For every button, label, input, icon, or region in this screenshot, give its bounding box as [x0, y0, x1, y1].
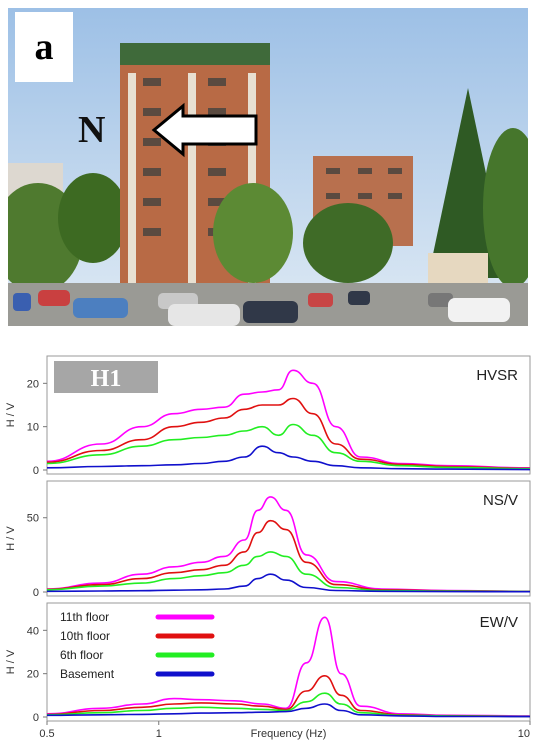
y-tick-label: 20 — [27, 669, 39, 681]
chart-panel-2: 0 20 40 H / V EW/V 11th floor 10th floor 6th fl… — [5, 602, 531, 740]
y-axis-label: H / V — [5, 526, 17, 551]
y-tick-label: 0 — [33, 587, 39, 599]
series-line-basement — [46, 703, 531, 718]
y-axis-label: H / V — [5, 649, 17, 674]
x-tick-label: 10 — [518, 728, 530, 740]
series-line-11th-floor — [46, 616, 531, 717]
y-tick-label: 20 — [27, 378, 39, 390]
legend-label: 11th floor — [60, 610, 109, 624]
y-tick-label: 40 — [27, 625, 39, 637]
building-photo — [8, 8, 528, 326]
y-tick-label: 10 — [27, 422, 39, 434]
legend-label: 10th floor — [60, 629, 110, 643]
panel-title: HVSR — [476, 367, 518, 384]
north-label: N — [78, 109, 106, 151]
y-tick-label: 50 — [27, 513, 39, 525]
x-axis-label: Frequency (Hz) — [251, 728, 327, 740]
y-axis-label: H / V — [5, 402, 17, 427]
panel-frame — [46, 602, 531, 722]
series-line-basement — [46, 445, 531, 471]
chart-panel-0: 0 10 20 H / V HVSR H1 — [5, 355, 531, 477]
series-line-6th-floor — [46, 423, 531, 470]
y-tick-label: 0 — [33, 712, 39, 724]
hvsr-charts: 0 10 20 H / V HVSR H1 0 50 H / V NS/V 0 20 40 H / V EW… — [5, 355, 531, 740]
x-tick-label: 1 — [156, 728, 162, 740]
y-tick-label: 0 — [33, 465, 39, 477]
chart-panel-1: 0 50 H / V NS/V — [5, 480, 531, 599]
north-arrow-icon — [151, 102, 258, 158]
panel-title: EW/V — [480, 614, 518, 631]
panel-letter: a — [15, 12, 73, 82]
legend-label: Basement — [60, 667, 115, 681]
series-line-10th-floor — [46, 397, 531, 470]
x-tick-label: 0.5 — [39, 728, 54, 740]
series-line-11th-floor — [46, 369, 531, 469]
series-line-basement — [46, 573, 531, 593]
legend-label: 6th floor — [60, 648, 103, 662]
h1-badge-label: H1 — [91, 366, 122, 392]
panel-title: NS/V — [483, 492, 518, 509]
h1-badge — [54, 361, 158, 393]
